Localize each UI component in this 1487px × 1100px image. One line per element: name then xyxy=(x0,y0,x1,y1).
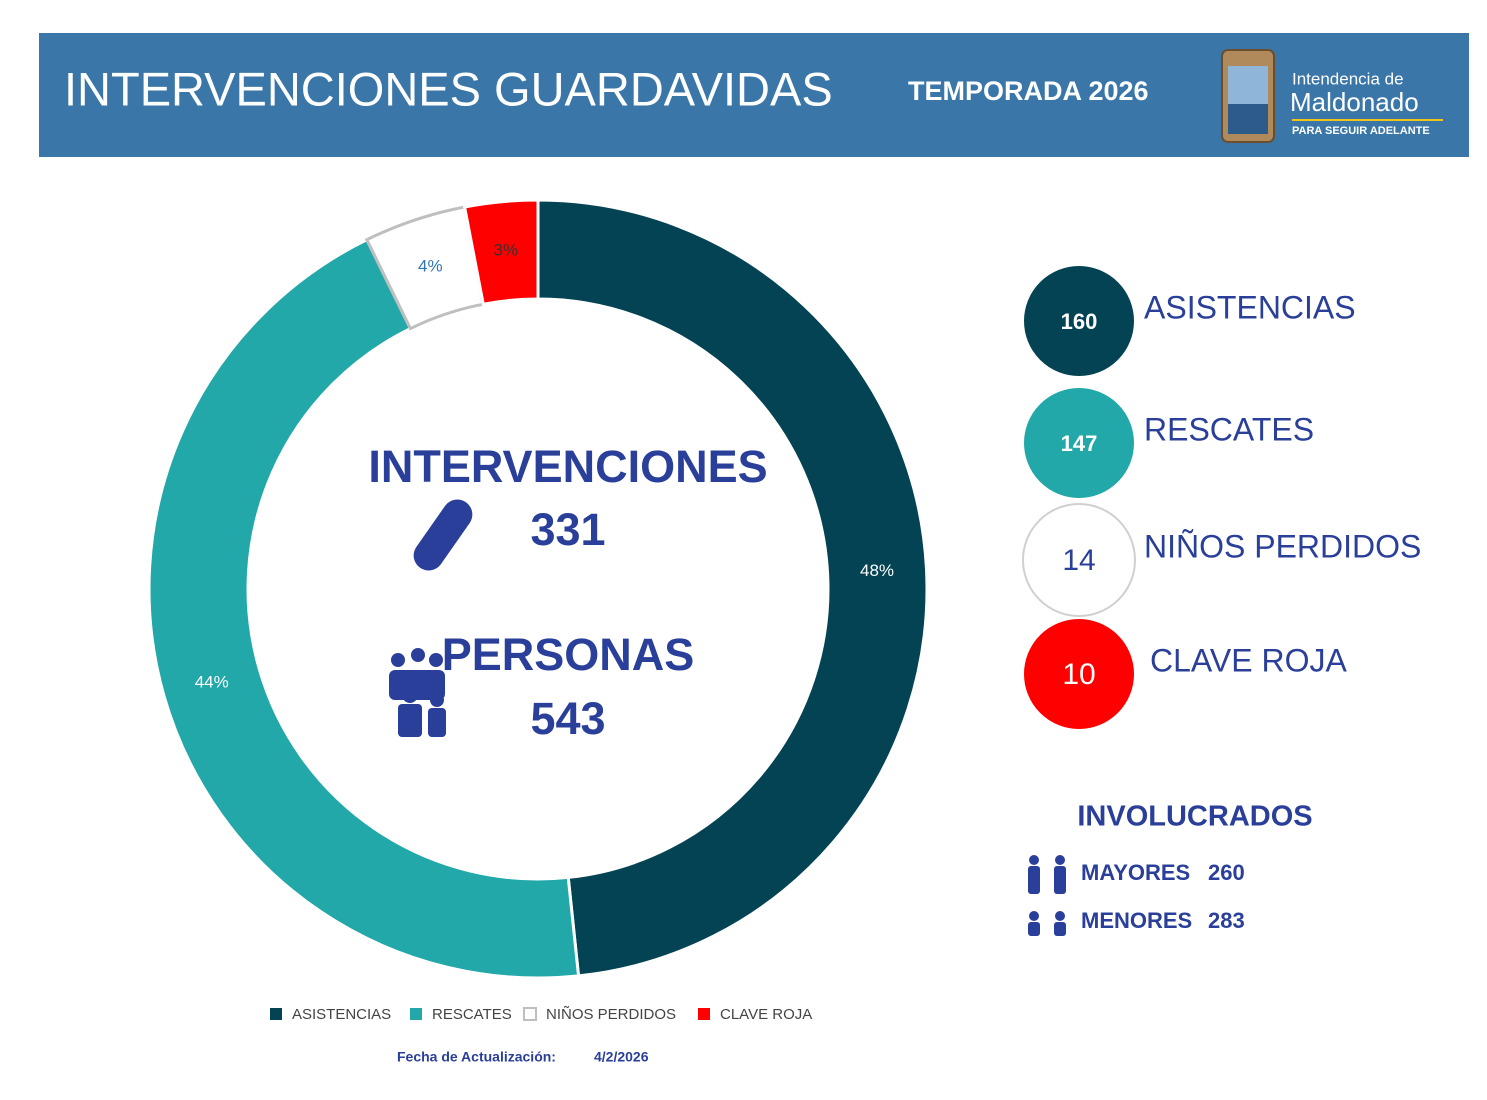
legend-label: RESCATES xyxy=(432,1006,512,1023)
footer-date: 4/2/2026 xyxy=(594,1049,649,1065)
count-circle xyxy=(1022,617,1136,731)
header-title: INTERVENCIONES GUARDAVIDAS xyxy=(64,62,833,115)
count-label: RESCATES xyxy=(1144,411,1314,447)
count-value: 160 xyxy=(1061,309,1098,334)
person-head xyxy=(1055,855,1065,865)
count-circle xyxy=(1022,386,1136,500)
people-icon xyxy=(389,648,446,737)
logo-sea xyxy=(1228,104,1268,134)
head xyxy=(402,687,418,703)
side-legend: 160 ASISTENCIAS 147 RESCATES 14 NIÑOS PERDIDO… xyxy=(1022,264,1421,731)
person-head xyxy=(1029,855,1039,865)
count-label: CLAVE ROJA xyxy=(1150,642,1347,678)
legend-swatch xyxy=(270,1008,282,1020)
legend-label: ASISTENCIAS xyxy=(292,1006,391,1023)
count-value: 147 xyxy=(1061,431,1098,456)
segment-label: 48% xyxy=(860,561,894,580)
personas-value: 543 xyxy=(530,693,605,744)
body xyxy=(398,704,422,737)
count-label: NIÑOS PERDIDOS xyxy=(1144,528,1421,564)
person-body xyxy=(1028,866,1040,894)
buoy-icon xyxy=(413,499,473,571)
count-value: 10 xyxy=(1062,658,1095,691)
intervenciones-value: 331 xyxy=(530,504,605,555)
head xyxy=(411,648,425,662)
involucrados-label: MAYORES xyxy=(1081,860,1190,885)
logo-sky xyxy=(1228,66,1268,104)
footer-label: Fecha de Actualización: xyxy=(397,1049,556,1065)
legend-label: NIÑOS PERDIDOS xyxy=(546,1006,676,1023)
person-head xyxy=(1029,911,1039,921)
head xyxy=(391,653,405,667)
legend-swatch xyxy=(410,1008,422,1020)
buoy-shape xyxy=(413,499,473,571)
personas-label: PERSONAS xyxy=(442,629,695,680)
legend: ASISTENCIAS RESCATES NIÑOS PERDIDOS CLAVE R… xyxy=(270,1006,812,1023)
segment-label: 4% xyxy=(418,257,443,276)
segment-label: 44% xyxy=(195,672,229,691)
person-head xyxy=(1055,911,1065,921)
person-body xyxy=(1054,866,1066,894)
logo-tagline: PARA SEGUIR ADELANTE xyxy=(1292,125,1430,137)
involucrados-value: 260 xyxy=(1208,860,1245,885)
head xyxy=(429,653,443,667)
count-label: ASISTENCIAS xyxy=(1144,289,1356,325)
involucrados-label: MENORES xyxy=(1081,908,1192,933)
donut-segment xyxy=(536,198,929,978)
involucrados-value: 283 xyxy=(1208,908,1245,933)
involucrados: MAYORES 260 MENORES 283 xyxy=(1028,855,1245,936)
donut-segment xyxy=(462,198,540,306)
logo-line2: Maldonado xyxy=(1290,87,1419,117)
intervenciones-label: INTERVENCIONES xyxy=(368,441,767,492)
head xyxy=(430,693,444,707)
legend-swatch xyxy=(698,1008,710,1020)
logo: Intendencia de Maldonado PARA SEGUIR ADE… xyxy=(1221,49,1443,143)
donut: 48% 44% 4% 3% xyxy=(147,198,929,980)
header-subtitle: TEMPORADA 2026 xyxy=(908,76,1149,106)
count-value: 14 xyxy=(1062,544,1095,577)
involucrados-title: INVOLUCRADOS xyxy=(1077,801,1312,833)
person-body xyxy=(1054,922,1066,936)
legend-label: CLAVE ROJA xyxy=(720,1006,812,1023)
count-circle xyxy=(1022,264,1136,378)
legend-swatch xyxy=(523,1007,537,1021)
segment-label: 3% xyxy=(494,241,519,260)
person-body xyxy=(1028,922,1040,936)
count-circle xyxy=(1022,503,1136,617)
logo-line1: Intendencia de xyxy=(1292,69,1404,88)
donut-segment xyxy=(147,237,581,980)
body xyxy=(428,708,446,737)
